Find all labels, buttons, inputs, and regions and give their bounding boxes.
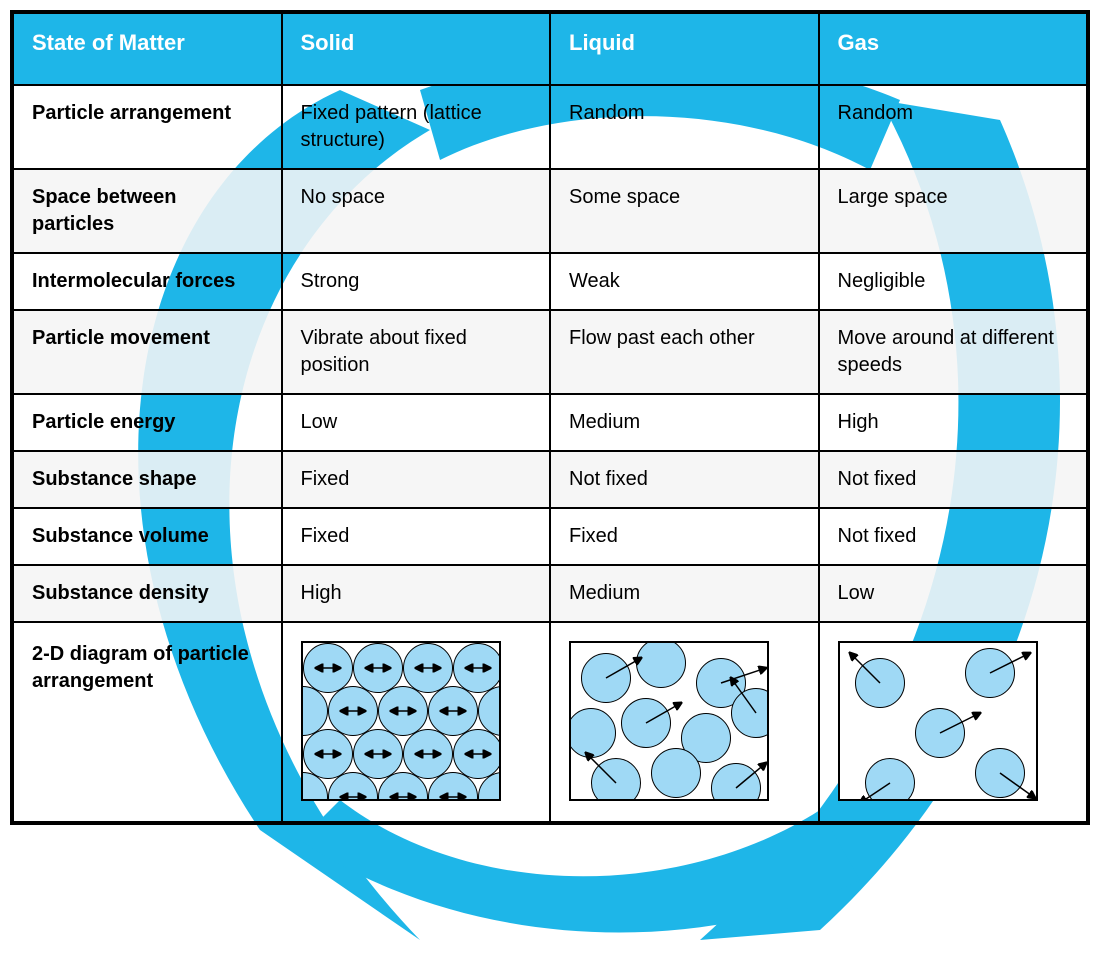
cell: Not fixed: [819, 508, 1088, 565]
row-label: Particle energy: [13, 394, 282, 451]
cell: Low: [819, 565, 1088, 622]
arrow-layer: [303, 643, 501, 801]
row-label: Substance density: [13, 565, 282, 622]
diagram-liquid: [550, 622, 819, 822]
row-label: Space between particles: [13, 169, 282, 253]
cell: High: [282, 565, 551, 622]
table-row: Particle arrangementFixed pattern (latti…: [13, 85, 1087, 169]
col-header-liquid: Liquid: [550, 13, 819, 85]
cell: Large space: [819, 169, 1088, 253]
row-label: 2-D diagram of particle arrangement: [13, 622, 282, 822]
cell: Negligible: [819, 253, 1088, 310]
cell: Medium: [550, 565, 819, 622]
row-label: Substance volume: [13, 508, 282, 565]
arrow-layer: [571, 643, 769, 801]
cell: Not fixed: [819, 451, 1088, 508]
states-of-matter-table: State of Matter Solid Liquid Gas Particl…: [10, 10, 1090, 825]
cell: Fixed pattern (lattice structure): [282, 85, 551, 169]
col-header-solid: Solid: [282, 13, 551, 85]
cell: Flow past each other: [550, 310, 819, 394]
table-row: Particle movementVibrate about fixed pos…: [13, 310, 1087, 394]
col-header-gas: Gas: [819, 13, 1088, 85]
row-label: Particle movement: [13, 310, 282, 394]
cell: Low: [282, 394, 551, 451]
cell: Random: [819, 85, 1088, 169]
cell: No space: [282, 169, 551, 253]
table-row: Substance densityHighMediumLow: [13, 565, 1087, 622]
table-row: Substance volumeFixedFixedNot fixed: [13, 508, 1087, 565]
cell: Vibrate about fixed position: [282, 310, 551, 394]
arrow-layer: [840, 643, 1038, 801]
row-label: Particle arrangement: [13, 85, 282, 169]
cell: Weak: [550, 253, 819, 310]
table-row: Substance shapeFixedNot fixedNot fixed: [13, 451, 1087, 508]
cell: High: [819, 394, 1088, 451]
col-header-state: State of Matter: [13, 13, 282, 85]
cell: Medium: [550, 394, 819, 451]
table-row: Particle energyLowMediumHigh: [13, 394, 1087, 451]
diagram-gas: [819, 622, 1088, 822]
cell: Move around at different speeds: [819, 310, 1088, 394]
table-row: Space between particlesNo spaceSome spac…: [13, 169, 1087, 253]
cell: Some space: [550, 169, 819, 253]
table-row: Intermolecular forcesStrongWeakNegligibl…: [13, 253, 1087, 310]
cell: Fixed: [282, 451, 551, 508]
row-label: Substance shape: [13, 451, 282, 508]
diagram-gas-box: [838, 641, 1038, 801]
cell: Not fixed: [550, 451, 819, 508]
diagram-liquid-box: [569, 641, 769, 801]
cell: Fixed: [282, 508, 551, 565]
cell: Fixed: [550, 508, 819, 565]
diagram-row: 2-D diagram of particle arrangement: [13, 622, 1087, 822]
header-row: State of Matter Solid Liquid Gas: [13, 13, 1087, 85]
cell: Strong: [282, 253, 551, 310]
cell: Random: [550, 85, 819, 169]
row-label: Intermolecular forces: [13, 253, 282, 310]
diagram-solid-box: [301, 641, 501, 801]
diagram-solid: [282, 622, 551, 822]
